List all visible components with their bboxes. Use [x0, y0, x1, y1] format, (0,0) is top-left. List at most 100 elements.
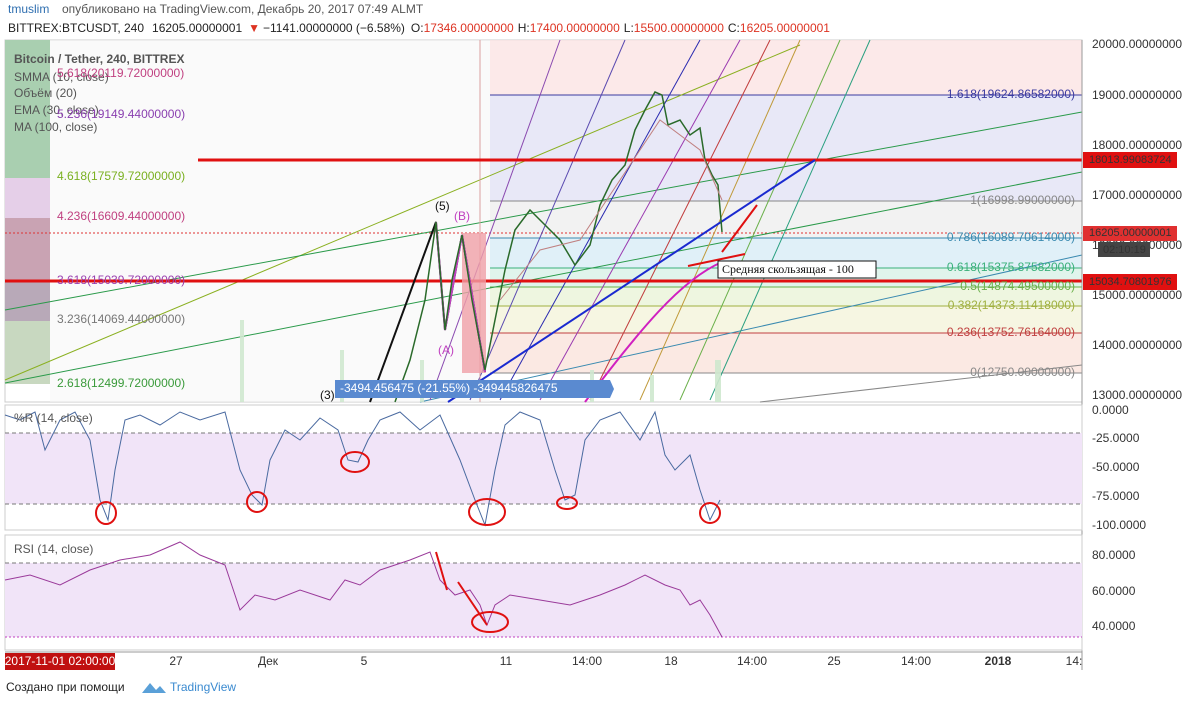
fib-label: 5.236(19149.44000000) — [57, 107, 185, 121]
drawing-shape — [539, 39, 741, 401]
time-tick: 2018 — [985, 654, 1012, 668]
axis-tick: -50.0000 — [1092, 460, 1140, 474]
drawing-shape — [556, 496, 578, 510]
axis-tick: -100.0000 — [1092, 518, 1146, 532]
price-tick: 18000.00000000 — [1092, 138, 1182, 152]
badge — [1083, 152, 1177, 168]
drawing-shape — [4, 541, 723, 638]
time-badge — [5, 653, 115, 670]
drawing-shape — [447, 159, 816, 403]
time-tick: 14:00 — [572, 654, 602, 668]
fib-label: 3.236(14069.44000000) — [57, 312, 185, 326]
axis-tick: -75.0000 — [1092, 489, 1140, 503]
o-label: O: — [411, 21, 424, 35]
logo — [142, 683, 166, 693]
fib-label: 2.618(12499.72000000) — [57, 376, 185, 390]
drawing-shape — [715, 360, 721, 402]
fib-label: 4.618(17579.72000000) — [57, 169, 185, 183]
legend-item: Bitcoin / Tether, 240, BITTREX — [14, 52, 184, 66]
legend-item: MA (100, close) — [14, 120, 97, 134]
fib-extension: 5.618(20119.72000000) 5.236(19149.440000… — [57, 66, 185, 390]
time-tick: Дек — [258, 654, 279, 668]
drawing-shape — [490, 287, 1082, 306]
symbol: BITTREX:BTCUSDT, 240 — [8, 21, 144, 35]
l: 15500.00000000 — [634, 21, 724, 35]
time-tick: 18 — [664, 654, 678, 668]
price-tick: 13000.00000000 — [1092, 388, 1182, 402]
drawing-shape — [687, 204, 758, 267]
drawing-shape — [4, 171, 1083, 384]
drawing-shape — [490, 95, 1082, 201]
wave-label: (3) — [320, 388, 335, 402]
legend-item: SMMA (10, close) — [14, 70, 109, 84]
drawing-shape — [340, 350, 344, 402]
badge-label: 16205.00000001 — [1089, 227, 1172, 239]
drawing-shape — [5, 281, 50, 321]
time-tick: 2017-11-01 02:00:00 — [5, 654, 116, 668]
c-label: C: — [728, 21, 740, 35]
drawing-shape — [5, 321, 50, 384]
drawing-shape — [50, 40, 490, 402]
wave-label: (A) — [438, 343, 454, 357]
fib-label: 1.618(19624.86582000) — [947, 87, 1075, 101]
drawing-shape — [5, 433, 1082, 504]
c: 16205.00000001 — [740, 21, 830, 35]
footer-brand[interactable]: TradingView — [170, 680, 236, 694]
drawing-shape — [5, 218, 50, 281]
annotation: Средняя скользящая - 100 — [722, 262, 854, 276]
price-tick: 17000.00000000 — [1092, 188, 1182, 202]
time-tick: 14:00 — [901, 654, 931, 668]
legend-item: EMA (30, close) — [14, 103, 99, 117]
fib-label: 0.5(14874.49500000) — [960, 279, 1075, 293]
annotation-box — [717, 260, 877, 279]
drawing-shape — [490, 333, 1082, 373]
drawing-shape — [490, 201, 1082, 238]
drawing-shape — [95, 451, 721, 526]
drawing-shape — [709, 39, 871, 401]
price-tick: 20000.00000000 — [1092, 37, 1182, 51]
price-tick: 15000.00000000 — [1092, 288, 1182, 302]
drawing-shape — [468, 498, 506, 526]
drawing-shape — [499, 39, 701, 401]
time-tick: 25 — [827, 654, 841, 668]
fib-label: 0.618(15375.87582000) — [947, 260, 1075, 274]
user[interactable]: tmuslim — [8, 2, 49, 16]
rsi-pane — [4, 534, 1083, 651]
drawing-shape — [490, 306, 1082, 333]
drawing-shape — [340, 451, 370, 473]
o: 17346.00000000 — [424, 21, 514, 35]
drawing-shape — [335, 380, 614, 398]
drawing-shape — [759, 364, 1083, 403]
drawing-shape — [5, 94, 1082, 374]
fib-label: 4.236(16609.44000000) — [57, 209, 185, 223]
fib-label: 0.786(16089.70614000) — [947, 230, 1075, 244]
drawing-shape — [4, 410, 721, 527]
badge — [1083, 274, 1177, 290]
main-pane — [4, 39, 1083, 403]
drawing-shape — [5, 40, 50, 178]
axis-tick: 60.0000 — [1092, 584, 1136, 598]
drawing-shape — [95, 501, 117, 525]
fib-retracement: 1.618(19624.86582000) 1(16998.99000000) … — [947, 87, 1075, 379]
drawing-shape — [435, 551, 488, 626]
drawing-shape — [469, 39, 626, 401]
drawing-shape — [394, 91, 723, 403]
time-tick: 11 — [500, 654, 513, 668]
drawing-shape — [471, 611, 509, 633]
legend-item: Объём (20) — [14, 86, 77, 100]
last: 16205.00000001 — [152, 21, 242, 35]
drawing-shape — [699, 502, 721, 524]
time-tick: 27 — [169, 654, 183, 668]
legend: Bitcoin / Tether, 240, BITTREX SMMA (10,… — [14, 52, 184, 134]
axis-tick: 0.0000 — [1092, 403, 1129, 417]
drawing-shape — [429, 39, 561, 401]
axis-tick: 40.0000 — [1092, 619, 1136, 633]
pane-title: RSI (14, close) — [14, 542, 93, 556]
williams-pane — [4, 404, 1083, 531]
time-tick: 5 — [361, 654, 368, 668]
axis-tick: -25.0000 — [1092, 431, 1140, 445]
badge-label: 15034.70801976 — [1089, 276, 1172, 288]
badge — [1083, 226, 1177, 241]
